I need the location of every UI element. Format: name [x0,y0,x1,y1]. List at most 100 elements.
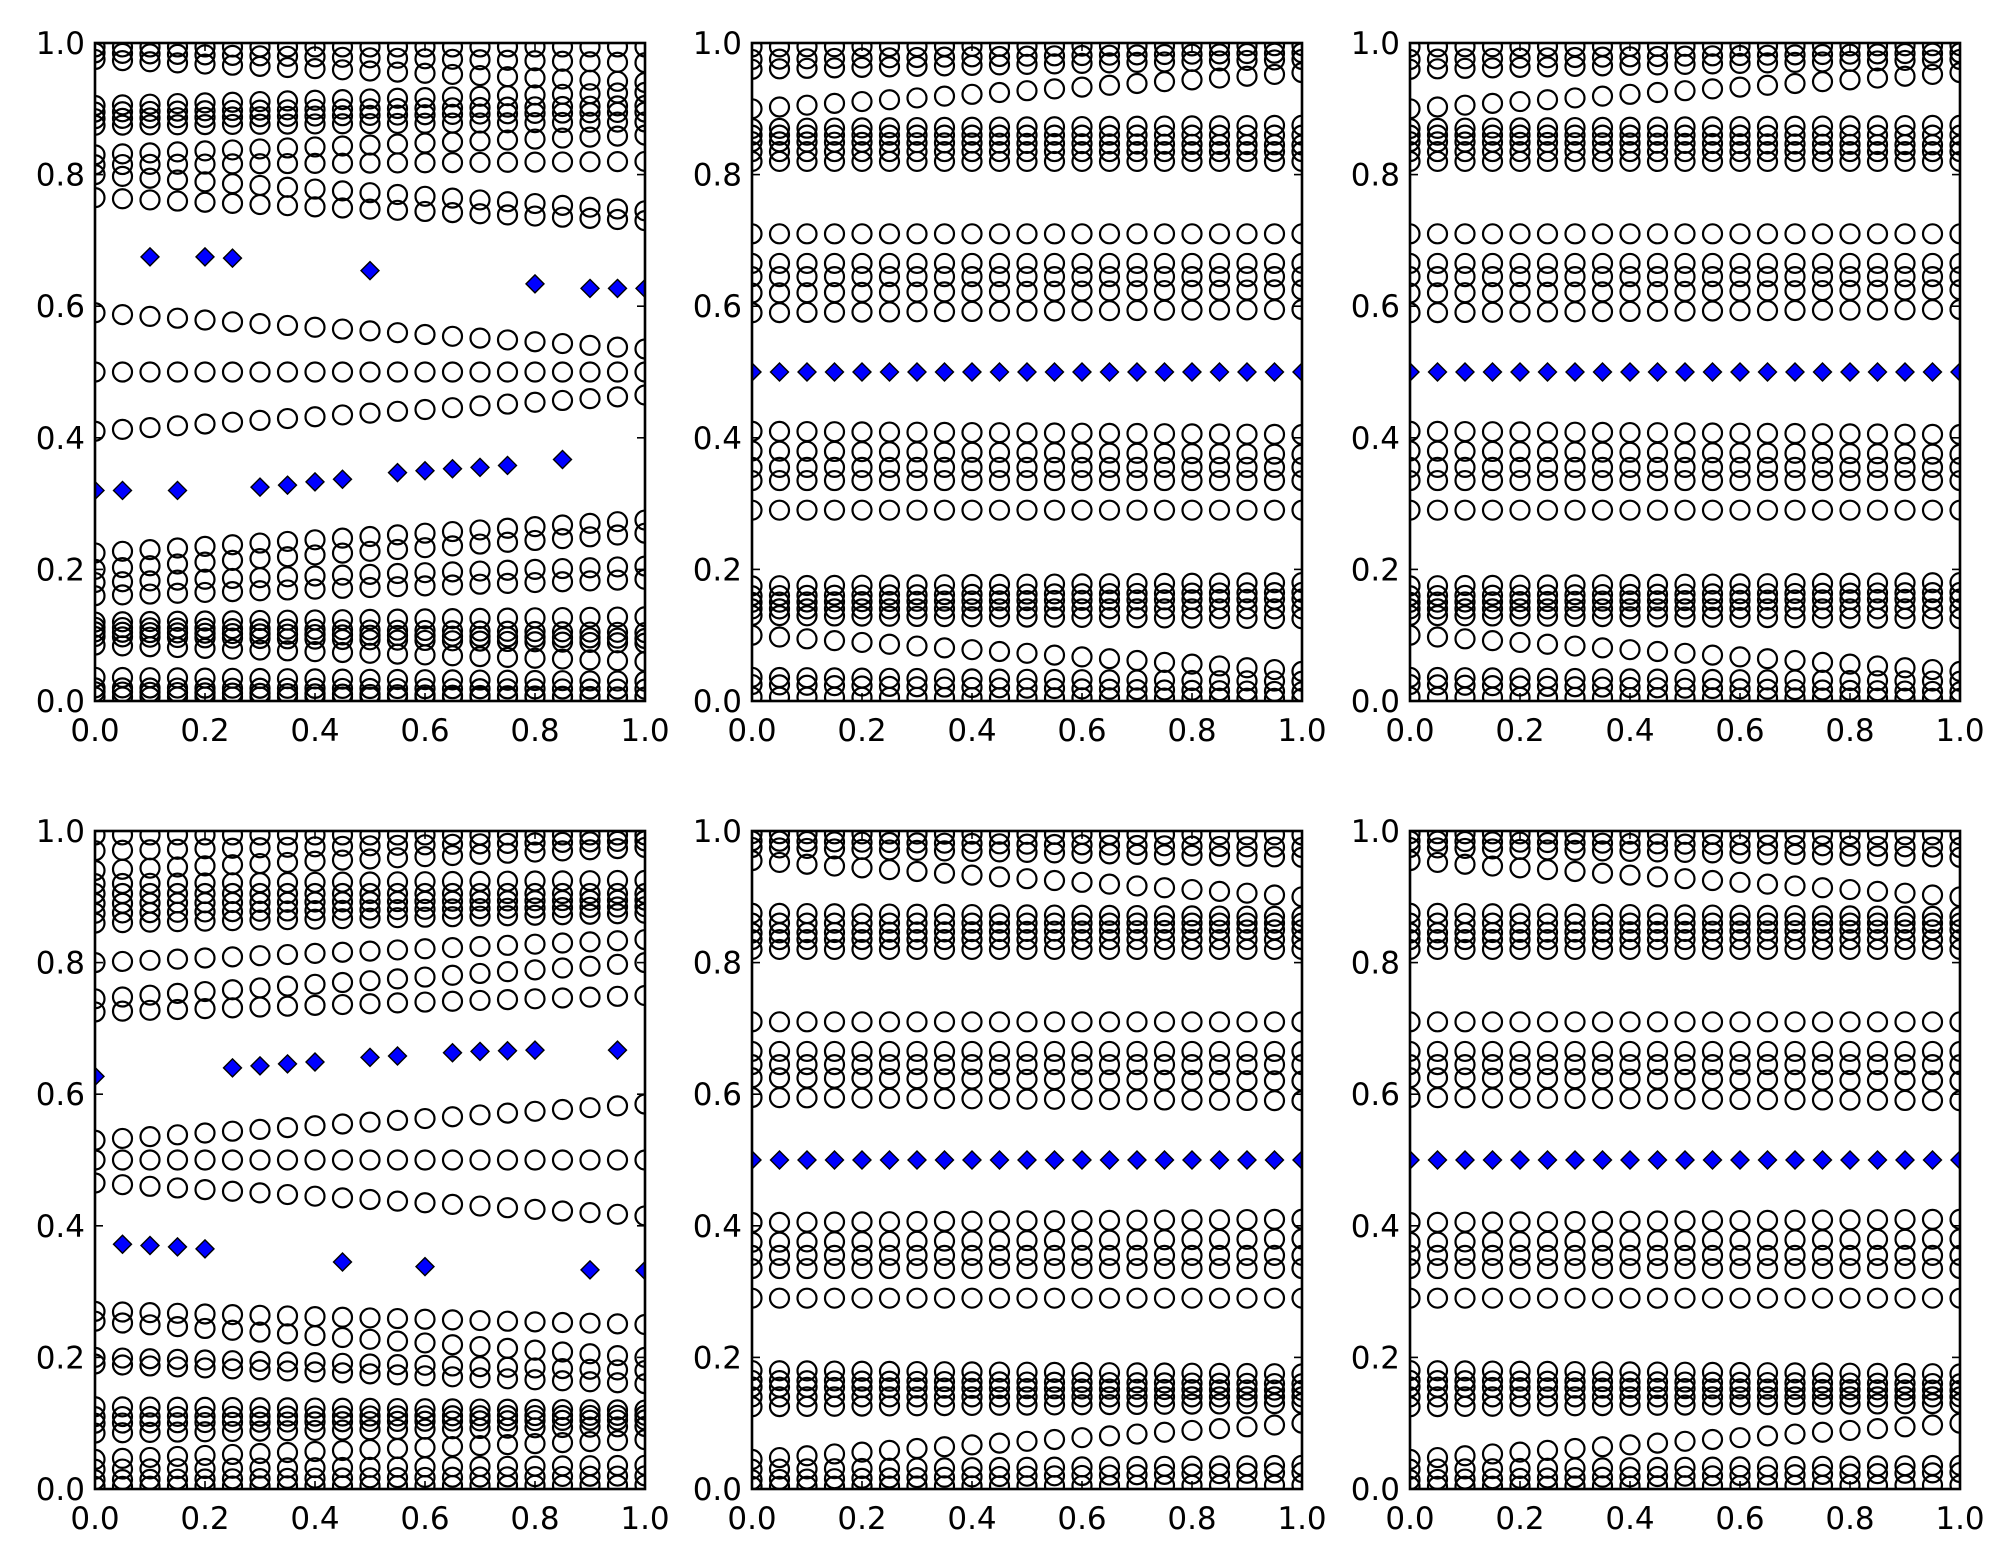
circle-point [1591,1011,1614,1033]
circle-point [469,1398,491,1420]
circle-point [752,591,763,613]
circle-point [1208,845,1231,867]
circle-point [1291,1053,1302,1076]
circle-point [1784,43,1806,57]
circle-point [906,1244,928,1267]
circle-point [276,975,299,997]
circle-point [1784,679,1806,701]
circle-point [606,882,629,905]
circle-point [1894,572,1916,594]
circle-point [524,841,546,863]
circle-point [1756,573,1779,595]
diamond-point [360,260,380,281]
circle-point [249,1149,271,1171]
circle-point [1426,58,1449,80]
circle-point [194,140,216,162]
circle-point [414,562,436,584]
y-tick-label: 0.6 [36,1077,85,1113]
circle-point [579,685,601,701]
circle-point [194,1303,216,1325]
circle-point [1126,280,1148,302]
circle-point [386,1364,409,1386]
circle-point [1153,499,1176,521]
circle-point [1564,469,1586,492]
circle-point [961,831,983,845]
circle-point [1839,43,1861,57]
circle-point [166,1396,189,1418]
circle-point [878,675,901,697]
circle-point [1729,1456,1751,1478]
circle-point [1410,140,1421,163]
diamond-point [1647,1150,1668,1170]
circle-point [1536,1287,1559,1309]
circle-point [606,386,629,408]
circle-point [851,265,873,288]
circle-point [1016,677,1038,699]
circle-point [1894,928,1916,951]
circle-point [606,1454,629,1477]
circle-point [95,1412,106,1434]
circle-point [139,617,161,639]
circle-point [752,624,763,646]
circle-point [469,905,491,927]
x-tick-label: 0.8 [510,713,559,749]
circle-point [524,192,546,215]
circle-point [469,1434,491,1457]
circle-point [414,966,436,988]
circle-point [1410,850,1421,872]
circle-point [441,620,464,642]
circle-point [851,43,873,58]
circle-point [1410,1257,1421,1280]
circle-point [1153,1257,1176,1280]
circle-point [1536,1360,1559,1382]
circle-point [276,1305,299,1327]
circle-point [933,469,956,492]
circle-point [166,1356,189,1378]
circle-point [1591,1210,1614,1232]
circle-point [95,1129,106,1151]
circle-point [1564,1467,1586,1489]
circle-point [386,677,409,700]
circle-point [988,1244,1011,1267]
circle-point [1949,928,1960,951]
circle-point [933,912,956,934]
circle-point [1646,598,1669,620]
circle-point [441,63,464,86]
circle-point [988,116,1011,138]
circle-point [988,81,1011,104]
circle-point [1454,912,1476,934]
circle-point [1481,1011,1504,1033]
circle-point [194,106,216,128]
circle-point [1208,140,1231,163]
circle-point [1126,928,1148,951]
circle-point [752,223,763,245]
circle-point [304,136,326,158]
x-tick-label: 0.0 [727,713,776,749]
circle-point [606,1095,629,1117]
circle-point [961,1210,983,1232]
circle-point [276,882,299,905]
circle-point [1426,831,1449,845]
circle-point [386,624,409,647]
circle-point [139,667,161,689]
circle-point [1591,1466,1614,1488]
circle-point [1591,1053,1614,1076]
circle-point [139,167,161,189]
circle-point [551,1311,574,1334]
circle-point [796,131,818,153]
circle-point [1208,423,1231,445]
circle-point [1016,1053,1038,1076]
circle-point [1509,831,1531,845]
circle-point [1784,920,1806,942]
circle-point [634,200,645,222]
circle-point [823,131,846,153]
circle-point [933,1394,956,1417]
circle-point [1729,469,1751,492]
circle-point [579,606,601,628]
circle-point [524,685,546,701]
circle-point [1949,1474,1960,1489]
circle-point [634,568,645,590]
circle-point [221,837,244,859]
diamond-point [824,1150,845,1170]
circle-point [1291,443,1302,465]
